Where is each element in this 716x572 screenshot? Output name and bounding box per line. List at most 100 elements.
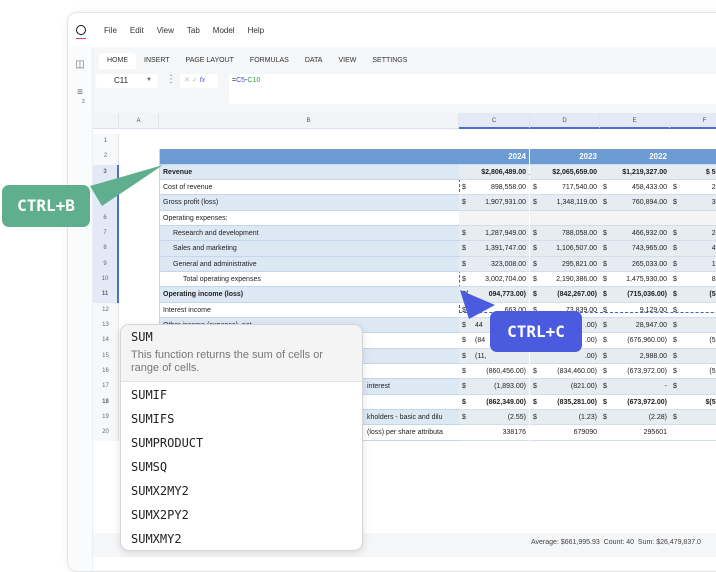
value-cell[interactable]: $ - — [600, 379, 670, 395]
menu-view[interactable]: View — [156, 25, 174, 35]
row-number[interactable]: 14 — [93, 333, 119, 349]
label-cell[interactable]: General and administrative — [159, 256, 459, 272]
value-cell[interactable]: $898,558.00 — [459, 180, 529, 196]
value-cell[interactable]: $ (537,040 — [670, 333, 716, 349]
value-cell[interactable]: $ (2.55) — [459, 409, 529, 426]
tab-formulas[interactable]: FORMULAS — [249, 57, 289, 64]
value-cell[interactable]: $ (860,456.00) — [459, 364, 529, 380]
value-cell[interactable]: $2,065,659.00 — [530, 164, 600, 180]
row-number[interactable]: 13 — [93, 317, 119, 334]
value-cell[interactable]: .00) — [530, 348, 600, 364]
value-cell[interactable]: $1,391,747.00 — [459, 241, 529, 257]
row-number[interactable]: 9 — [93, 256, 119, 272]
tab-data[interactable]: DATA — [304, 57, 323, 64]
row-number[interactable]: 11 — [93, 287, 119, 303]
value-cell[interactable]: $(534,978 — [670, 364, 716, 380]
row-number[interactable]: 7 — [93, 225, 119, 242]
column-header-f[interactable]: F — [670, 113, 716, 129]
value-cell[interactable]: $265,033.00 — [600, 256, 670, 272]
autocomplete-selected[interactable]: SUM This function returns the sum of cel… — [121, 325, 362, 382]
autocomplete-item[interactable]: SUMPRODUCT — [131, 436, 204, 450]
value-cell[interactable]: $479,317 — [670, 241, 716, 257]
row-number[interactable]: 20 — [93, 425, 119, 441]
autocomplete-item[interactable]: SUMIF — [131, 388, 168, 402]
label-cell[interactable]: Research and development — [159, 225, 459, 242]
column-header-e[interactable]: E — [600, 113, 670, 129]
value-cell[interactable]: $466,932.00 — [600, 225, 670, 242]
row-number[interactable]: 2 — [93, 149, 119, 165]
value-cell[interactable]: $237,946 — [670, 225, 716, 242]
value-cell[interactable]: $(4 — [670, 409, 716, 426]
panel-toggle-icon[interactable]: ◫ — [75, 59, 85, 70]
label-cell[interactable] — [159, 149, 459, 165]
value-cell[interactable]: $ (673,972.00) — [600, 395, 670, 410]
value-cell[interactable]: $ (676,960.00) — [600, 333, 670, 349]
value-cell[interactable]: $760,894.00 — [600, 195, 670, 211]
value-cell[interactable] — [530, 210, 600, 226]
value-cell[interactable]: $1,907,931.00 — [459, 195, 529, 211]
value-cell[interactable]: $1,475,930.00 — [600, 272, 670, 288]
autocomplete-item[interactable]: SUMX2PY2 — [131, 508, 189, 522]
value-cell[interactable]: 679090 — [530, 425, 600, 441]
column-header-a[interactable]: A — [119, 113, 159, 129]
autocomplete-item[interactable]: SUMIFS — [131, 412, 175, 426]
value-cell[interactable]: $ (1.23) — [530, 409, 600, 426]
value-cell[interactable]: $ (834,460.00) — [530, 364, 600, 380]
value-cell[interactable]: $295,821.00 — [530, 256, 600, 272]
value-cell[interactable]: $2,988.00 — [600, 348, 670, 364]
formula-input[interactable]: =C5-C10 — [229, 74, 716, 104]
row-number[interactable]: 8 — [93, 241, 119, 257]
value-cell[interactable]: 338176 — [459, 425, 529, 441]
row-number[interactable]: 16 — [93, 363, 119, 380]
value-cell[interactable]: 2021 — [670, 149, 716, 165]
value-cell[interactable]: $788,058.00 — [530, 225, 600, 242]
value-cell[interactable]: $ (11, — [459, 348, 529, 364]
value-cell[interactable]: $743,965.00 — [600, 241, 670, 257]
value-cell[interactable]: $ — [670, 379, 716, 395]
row-number[interactable]: 10 — [93, 271, 119, 288]
value-cell[interactable]: $9,129.00 — [600, 303, 670, 318]
value-cell[interactable]: 2022 — [600, 149, 670, 165]
value-cell[interactable]: $1,219,327.00 — [600, 164, 670, 180]
value-cell[interactable]: $ (673,972.00) — [600, 364, 670, 380]
label-cell[interactable]: Interest income — [159, 302, 459, 318]
autocomplete-item[interactable]: SUMX2MY2 — [131, 484, 189, 498]
layers-icon[interactable]: ≡ — [77, 87, 83, 98]
column-header-b[interactable]: B — [159, 113, 459, 129]
column-header-d[interactable]: D — [530, 113, 600, 129]
value-cell[interactable]: $(610 — [670, 317, 716, 334]
value-cell[interactable]: $7,507 — [670, 303, 716, 318]
value-cell[interactable]: $ (2.28) — [600, 409, 670, 426]
tab-insert[interactable]: INSERT — [144, 57, 170, 64]
value-cell[interactable]: $1,287,949.00 — [459, 225, 529, 242]
row-number[interactable]: 17 — [93, 379, 119, 395]
value-cell[interactable] — [600, 210, 670, 226]
value-cell[interactable]: $323,008.00 — [459, 256, 529, 272]
label-cell[interactable]: Operating expenses: — [159, 210, 459, 226]
label-cell[interactable]: Gross profit (loss) — [159, 195, 459, 211]
confirm-icon[interactable]: ✓ — [191, 77, 198, 84]
select-all-corner[interactable] — [93, 113, 119, 129]
value-cell[interactable]: $176,135 — [670, 256, 716, 272]
value-cell[interactable]: $(534,978 — [670, 395, 716, 410]
autocomplete-item[interactable]: SUMSQ — [131, 460, 168, 474]
value-cell[interactable]: $ (1,893.00) — [459, 379, 529, 395]
cancel-icon[interactable]: ✕ — [184, 77, 190, 84]
value-cell[interactable]: $ (835,281.00) — [530, 395, 600, 410]
value-cell[interactable]: $2,062 — [670, 348, 716, 364]
value-cell[interactable]: $893,398 — [670, 272, 716, 288]
value-cell[interactable]: $ (715,036.00) — [600, 287, 670, 303]
value-cell[interactable]: 2024 — [459, 149, 529, 165]
value-cell[interactable]: $2,806,489.00 — [459, 164, 529, 180]
value-cell[interactable]: $2,190,386.00 — [530, 272, 600, 288]
value-cell[interactable]: 2023 — [530, 149, 600, 165]
row-number[interactable]: 19 — [93, 409, 119, 426]
tab-home[interactable]: HOME — [99, 53, 136, 69]
value-cell[interactable]: $458,433.00 — [600, 180, 670, 196]
value-cell[interactable]: $ (543,937 — [670, 287, 716, 303]
row-number[interactable]: 1 — [93, 134, 119, 150]
tab-page-layout[interactable]: PAGE LAYOUT — [185, 57, 234, 64]
value-cell[interactable]: $ (862,349.00) — [459, 395, 529, 410]
value-cell[interactable]: $ 592,049 — [670, 164, 716, 180]
value-cell[interactable]: 295601 — [600, 425, 670, 441]
